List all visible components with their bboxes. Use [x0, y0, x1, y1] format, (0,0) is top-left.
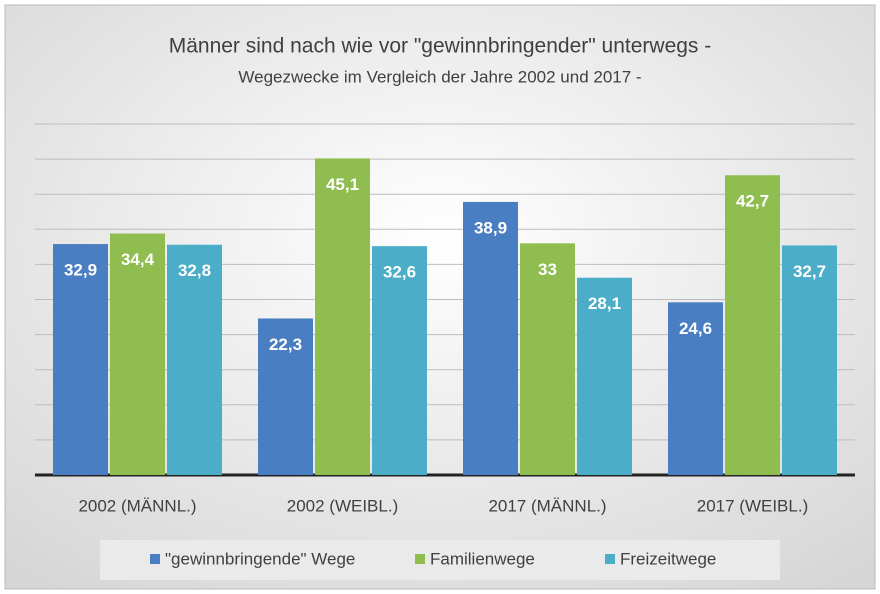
- chart-title: Männer sind nach wie vor "gewinnbringend…: [169, 35, 712, 58]
- bar: [520, 243, 575, 475]
- data-label: 32,7: [793, 262, 826, 281]
- data-label: 34,4: [121, 250, 155, 269]
- bar: [782, 245, 837, 475]
- data-label: 33: [538, 260, 557, 279]
- data-label: 32,8: [178, 261, 211, 280]
- x-tick-label: 2017 (WEIBL.): [697, 496, 809, 515]
- data-label: 32,9: [64, 261, 97, 280]
- data-label: 42,7: [736, 192, 769, 211]
- legend-label: Freizeitwege: [620, 549, 716, 568]
- bar: [315, 158, 370, 475]
- chart-subtitle: Wegezwecke im Vergleich der Jahre 2002 u…: [238, 67, 641, 86]
- bar: [577, 277, 632, 475]
- data-label: 28,1: [588, 294, 621, 313]
- data-label: 45,1: [326, 175, 359, 194]
- legend-swatch: [605, 554, 615, 564]
- data-label: 22,3: [269, 335, 302, 354]
- bar: [258, 318, 313, 475]
- bar: [668, 302, 723, 475]
- bar: [725, 175, 780, 475]
- legend-label: "gewinnbringende" Wege: [165, 549, 355, 568]
- legend-swatch: [150, 554, 160, 564]
- legend-box: [100, 540, 780, 580]
- bar: [463, 201, 518, 475]
- x-tick-label: 2002 (WEIBL.): [287, 496, 399, 515]
- data-label: 24,6: [679, 319, 712, 338]
- legend-swatch: [415, 554, 425, 564]
- data-label: 38,9: [474, 218, 507, 237]
- data-label: 32,6: [383, 263, 416, 282]
- bar: [53, 244, 108, 475]
- x-tick-label: 2017 (MÄNNL.): [488, 496, 606, 515]
- x-tick-label: 2002 (MÄNNL.): [78, 496, 196, 515]
- bar: [110, 233, 165, 475]
- legend-label: Familienwege: [430, 549, 535, 568]
- bar: [167, 244, 222, 475]
- bar: [372, 246, 427, 475]
